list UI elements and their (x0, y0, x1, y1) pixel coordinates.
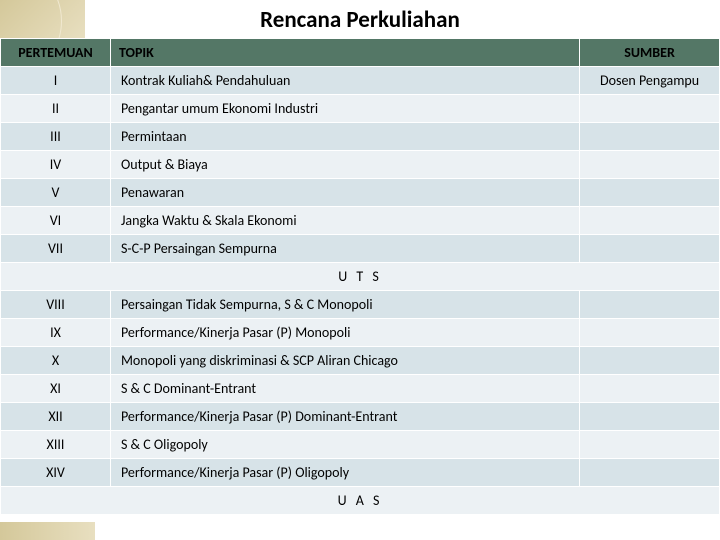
table-row: IXPerformance/Kinerja Pasar (P) Monopoli (1, 319, 720, 347)
cell-topik: Permintaan (110, 123, 579, 151)
table-row: XIVPerformance/Kinerja Pasar (P) Oligopo… (1, 459, 720, 487)
cell-pertemuan: XII (1, 403, 111, 431)
cell-pertemuan: VII (1, 235, 111, 263)
cell-sumber (580, 431, 720, 459)
corner-decoration (0, 0, 85, 38)
cell-pertemuan: XI (1, 375, 111, 403)
cell-topik: S & C Oligopoly (110, 431, 579, 459)
cell-topik: Penawaran (110, 179, 579, 207)
cell-sumber (580, 151, 720, 179)
schedule-table: PERTEMUAN TOPIK SUMBER IKontrak Kuliah& … (0, 38, 720, 515)
cell-sumber (580, 375, 720, 403)
cell-pertemuan: VI (1, 207, 111, 235)
cell-sumber (580, 95, 720, 123)
cell-sumber (580, 207, 720, 235)
cell-topik: Performance/Kinerja Pasar (P) Dominant-E… (110, 403, 579, 431)
cell-pertemuan: IX (1, 319, 111, 347)
cell-topik: Persaingan Tidak Sempurna, S & C Monopol… (110, 291, 579, 319)
cell-topik: Output & Biaya (110, 151, 579, 179)
table-row: IIPengantar umum Ekonomi Industri (1, 95, 720, 123)
divider-uts-label: U T S (1, 263, 720, 291)
cell-sumber (580, 235, 720, 263)
header-topik: TOPIK (110, 39, 579, 67)
table-row: XIIPerformance/Kinerja Pasar (P) Dominan… (1, 403, 720, 431)
cell-sumber (580, 403, 720, 431)
cell-sumber (580, 291, 720, 319)
cell-sumber (580, 319, 720, 347)
cell-pertemuan: I (1, 67, 111, 95)
cell-topik: S & C Dominant-Entrant (110, 375, 579, 403)
header-sumber: SUMBER (580, 39, 720, 67)
cell-topik: Monopoli yang diskriminasi & SCP Aliran … (110, 347, 579, 375)
cell-sumber (580, 179, 720, 207)
header-row: PERTEMUAN TOPIK SUMBER (1, 39, 720, 67)
cell-topik: Performance/Kinerja Pasar (P) Oligopoly (110, 459, 579, 487)
bottom-decoration (0, 522, 95, 540)
cell-pertemuan: IV (1, 151, 111, 179)
cell-topik: Pengantar umum Ekonomi Industri (110, 95, 579, 123)
table-row: IIIPermintaan (1, 123, 720, 151)
cell-pertemuan: XIV (1, 459, 111, 487)
cell-topik: S-C-P Persaingan Sempurna (110, 235, 579, 263)
cell-pertemuan: X (1, 347, 111, 375)
cell-topik: Jangka Waktu & Skala Ekonomi (110, 207, 579, 235)
table-row: VPenawaran (1, 179, 720, 207)
header-pertemuan: PERTEMUAN (1, 39, 111, 67)
table-row: IVOutput & Biaya (1, 151, 720, 179)
table-row: XIS & C Dominant-Entrant (1, 375, 720, 403)
cell-pertemuan: XIII (1, 431, 111, 459)
table-row: XMonopoli yang diskriminasi & SCP Aliran… (1, 347, 720, 375)
cell-pertemuan: III (1, 123, 111, 151)
table-row: IKontrak Kuliah& PendahuluanDosen Pengam… (1, 67, 720, 95)
table-row: XIIIS & C Oligopoly (1, 431, 720, 459)
page-title: Rencana Perkuliahan (0, 0, 720, 38)
cell-pertemuan: V (1, 179, 111, 207)
cell-sumber (580, 123, 720, 151)
divider-uts: U T S (1, 263, 720, 291)
cell-pertemuan: VIII (1, 291, 111, 319)
table-row: VIJangka Waktu & Skala Ekonomi (1, 207, 720, 235)
cell-pertemuan: II (1, 95, 111, 123)
cell-sumber (580, 347, 720, 375)
cell-sumber (580, 459, 720, 487)
table-row: VIIS-C-P Persaingan Sempurna (1, 235, 720, 263)
cell-topik: Performance/Kinerja Pasar (P) Monopoli (110, 319, 579, 347)
cell-topik: Kontrak Kuliah& Pendahuluan (110, 67, 579, 95)
divider-uas-label: U A S (1, 487, 720, 515)
cell-sumber: Dosen Pengampu (580, 67, 720, 95)
divider-uas: U A S (1, 487, 720, 515)
table-row: VIIIPersaingan Tidak Sempurna, S & C Mon… (1, 291, 720, 319)
